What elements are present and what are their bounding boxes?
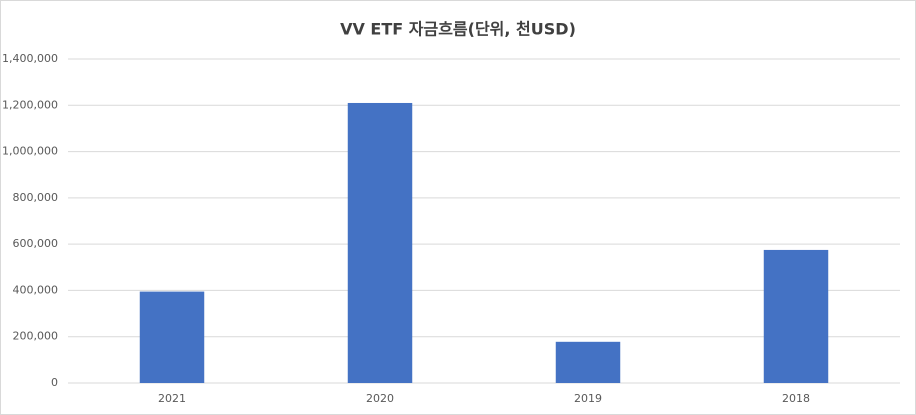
y-tick-label: 1,200,000 — [2, 98, 58, 111]
chart-title: VV ETF 자금흐름(단위, 천USD) — [340, 20, 576, 39]
x-tick-label: 2018 — [782, 392, 810, 405]
y-tick-label: 0 — [51, 376, 58, 389]
y-tick-label: 800,000 — [13, 191, 59, 204]
x-tick-label: 2020 — [366, 392, 394, 405]
bar — [139, 291, 205, 383]
y-tick-label: 200,000 — [13, 330, 59, 343]
bar — [347, 102, 413, 383]
x-tick-label: 2021 — [158, 392, 186, 405]
bar — [555, 341, 621, 383]
bar — [763, 249, 829, 383]
y-tick-label: 1,400,000 — [2, 52, 58, 65]
y-tick-label: 600,000 — [13, 237, 59, 250]
y-tick-label: 400,000 — [13, 283, 59, 296]
y-tick-label: 1,000,000 — [2, 145, 58, 158]
x-tick-label: 2019 — [574, 392, 602, 405]
